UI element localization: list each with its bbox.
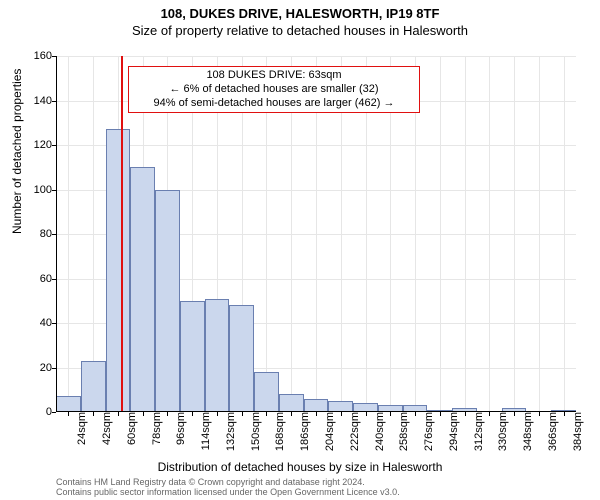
x-tick-label: 132sqm: [221, 412, 237, 451]
x-tick-mark: [440, 412, 441, 416]
x-axis-line: [56, 411, 576, 412]
x-tick-label: 204sqm: [320, 412, 336, 451]
x-tick-mark: [291, 412, 292, 416]
x-tick-label: 78sqm: [147, 412, 163, 445]
x-tick-label: 258sqm: [394, 412, 410, 451]
histogram-bar: [81, 361, 106, 412]
y-axis-label: Number of detached properties: [10, 69, 24, 234]
y-tick-label: 100: [22, 184, 56, 196]
chart-title-sub: Size of property relative to detached ho…: [0, 21, 600, 38]
callout-box: 108 DUKES DRIVE: 63sqm← 6% of detached h…: [128, 66, 420, 113]
x-tick-label: 294sqm: [444, 412, 460, 451]
x-tick-mark: [415, 412, 416, 416]
histogram-bar: [56, 396, 81, 412]
x-tick-mark: [93, 412, 94, 416]
gridline-vertical: [440, 56, 441, 412]
x-tick-label: 168sqm: [270, 412, 286, 451]
histogram-bar: [279, 394, 304, 412]
y-tick-label: 80: [22, 228, 56, 240]
x-tick-label: 384sqm: [568, 412, 584, 451]
gridline-vertical: [539, 56, 540, 412]
histogram-bar: [254, 372, 279, 412]
x-tick-label: 24sqm: [72, 412, 88, 445]
x-tick-label: 114sqm: [196, 412, 212, 450]
x-tick-mark: [390, 412, 391, 416]
gridline-vertical: [93, 56, 94, 412]
callout-line: 94% of semi-detached houses are larger (…: [133, 97, 415, 111]
gridline-vertical: [489, 56, 490, 412]
x-tick-mark: [316, 412, 317, 416]
x-tick-label: 312sqm: [469, 412, 485, 451]
x-tick-mark: [143, 412, 144, 416]
gridline-vertical: [514, 56, 515, 412]
chart-title-main: 108, DUKES DRIVE, HALESWORTH, IP19 8TF: [0, 0, 600, 21]
x-tick-label: 240sqm: [370, 412, 386, 451]
y-tick-label: 60: [22, 273, 56, 285]
x-tick-label: 96sqm: [171, 412, 187, 445]
histogram-bar: [304, 399, 329, 412]
y-axis-line: [56, 56, 57, 412]
y-tick-label: 0: [22, 406, 56, 418]
x-tick-mark: [465, 412, 466, 416]
x-tick-mark: [242, 412, 243, 416]
histogram-bar: [205, 299, 230, 412]
y-tick-label: 40: [22, 317, 56, 329]
y-tick-label: 120: [22, 139, 56, 151]
histogram-bar: [130, 167, 155, 412]
x-tick-label: 330sqm: [493, 412, 509, 451]
x-tick-label: 150sqm: [246, 412, 262, 451]
y-tick-label: 160: [22, 50, 56, 62]
x-tick-mark: [118, 412, 119, 416]
x-tick-mark: [217, 412, 218, 416]
chart-container: 108, DUKES DRIVE, HALESWORTH, IP19 8TF S…: [0, 0, 600, 500]
gridline-vertical: [564, 56, 565, 412]
x-tick-mark: [192, 412, 193, 416]
x-tick-mark: [266, 412, 267, 416]
x-tick-mark: [514, 412, 515, 416]
x-tick-label: 276sqm: [419, 412, 435, 451]
y-tick-label: 20: [22, 362, 56, 374]
x-tick-mark: [341, 412, 342, 416]
x-tick-mark: [167, 412, 168, 416]
x-tick-label: 60sqm: [122, 412, 138, 445]
callout-line: ← 6% of detached houses are smaller (32): [133, 83, 415, 97]
x-tick-label: 348sqm: [518, 412, 534, 451]
x-tick-label: 222sqm: [345, 412, 361, 451]
callout-line: 108 DUKES DRIVE: 63sqm: [133, 69, 415, 83]
plot-area: 02040608010012014016024sqm42sqm60sqm78sq…: [56, 56, 576, 412]
x-tick-mark: [68, 412, 69, 416]
x-tick-label: 186sqm: [295, 412, 311, 451]
histogram-bar: [155, 190, 180, 413]
histogram-bar: [229, 305, 254, 412]
x-tick-mark: [564, 412, 565, 416]
x-tick-label: 366sqm: [543, 412, 559, 451]
y-tick-label: 140: [22, 95, 56, 107]
x-tick-mark: [366, 412, 367, 416]
footnote-line-2: Contains public sector information licen…: [56, 488, 400, 498]
subject-marker-line: [121, 56, 123, 412]
histogram-bar: [180, 301, 205, 412]
x-tick-mark: [489, 412, 490, 416]
gridline-vertical: [68, 56, 69, 412]
histogram-bar: [106, 129, 131, 412]
x-tick-label: 42sqm: [97, 412, 113, 445]
x-tick-mark: [539, 412, 540, 416]
gridline-vertical: [465, 56, 466, 412]
x-axis-label: Distribution of detached houses by size …: [0, 460, 600, 474]
footnote: Contains HM Land Registry data © Crown c…: [56, 478, 400, 498]
